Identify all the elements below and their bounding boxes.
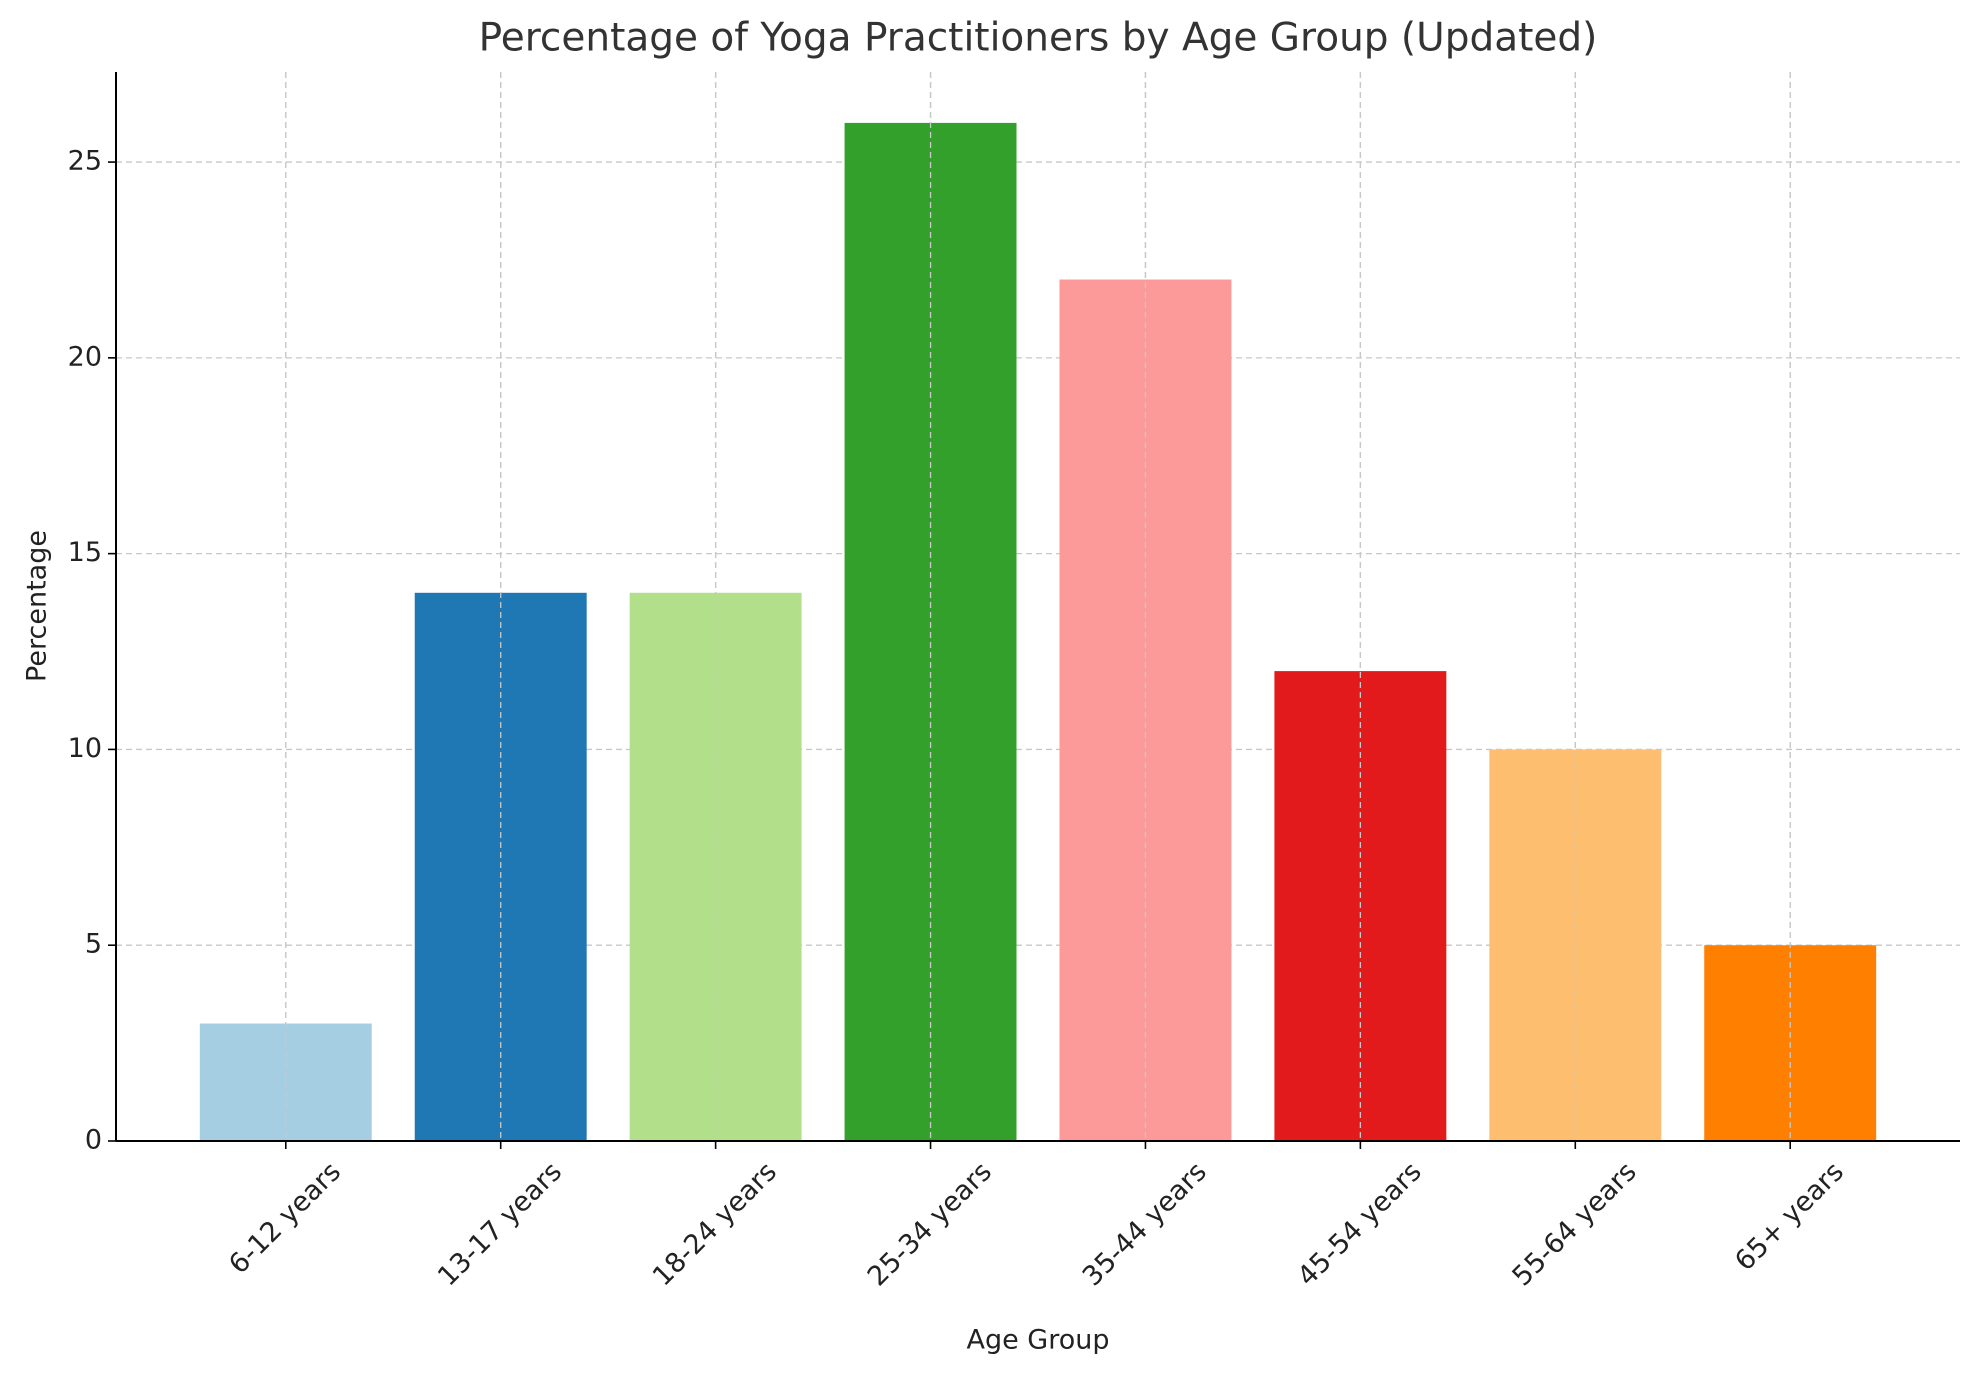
y-tick-label: 20: [68, 341, 102, 372]
y-tick-label: 5: [85, 929, 102, 960]
y-tick-label: 0: [85, 1125, 102, 1156]
y-tick-label: 10: [68, 733, 102, 764]
x-tick-label: 65+ years: [1729, 1156, 1850, 1277]
x-tick-label: 55-64 years: [1507, 1156, 1643, 1292]
y-tick-label: 25: [68, 146, 102, 177]
x-axis-label: Age Group: [966, 1325, 1109, 1356]
x-tick-label: 18-24 years: [647, 1156, 783, 1292]
chart-title: Percentage of Yoga Practitioners by Age …: [479, 16, 1598, 61]
x-tick-label: 35-44 years: [1077, 1156, 1213, 1292]
x-tick-label: 25-34 years: [862, 1156, 998, 1292]
x-tick-label: 45-54 years: [1292, 1156, 1428, 1292]
y-axis-label: Percentage: [22, 530, 53, 682]
y-tick-label: 15: [68, 537, 102, 568]
x-tick-label: 6-12 years: [223, 1156, 347, 1280]
x-tick-label: 13-17 years: [432, 1156, 568, 1292]
bar: [1059, 279, 1232, 1141]
